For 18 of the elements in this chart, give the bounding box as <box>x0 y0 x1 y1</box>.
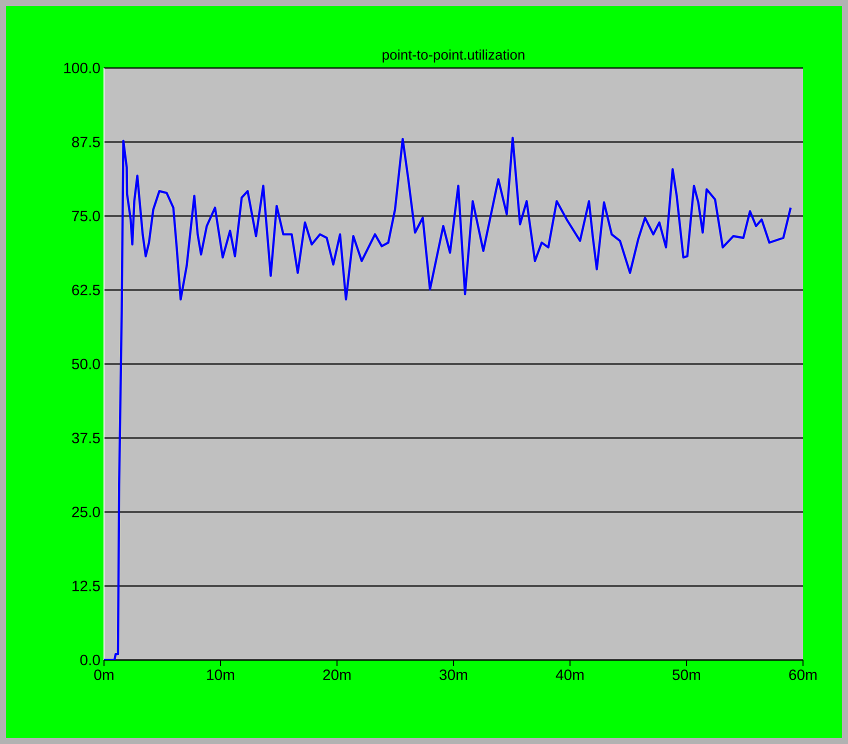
y-tick-label: 62.5 <box>72 284 100 296</box>
y-tick-label: 0.0 <box>80 654 100 666</box>
y-tick-label: 25.0 <box>72 506 100 518</box>
chart-title: point-to-point.utilization <box>382 49 524 62</box>
x-tick-label: 30m <box>440 670 468 680</box>
y-tick-label: 75.0 <box>72 210 100 222</box>
y-tick-label: 87.5 <box>72 136 100 148</box>
y-tick-label: 50.0 <box>72 358 100 370</box>
y-tick-label: 12.5 <box>72 580 100 592</box>
x-tick-label: 40m <box>556 670 584 680</box>
y-tick-label: 100.0 <box>64 62 100 74</box>
x-tick-label: 10m <box>207 670 234 680</box>
line-series <box>104 136 792 660</box>
x-tick-label: 0m <box>94 670 114 680</box>
x-tick-label: 60m <box>789 670 817 680</box>
y-tick-label: 37.5 <box>72 432 100 444</box>
x-tick-label: 20m <box>323 670 351 680</box>
x-tick-label: 50m <box>672 670 700 680</box>
